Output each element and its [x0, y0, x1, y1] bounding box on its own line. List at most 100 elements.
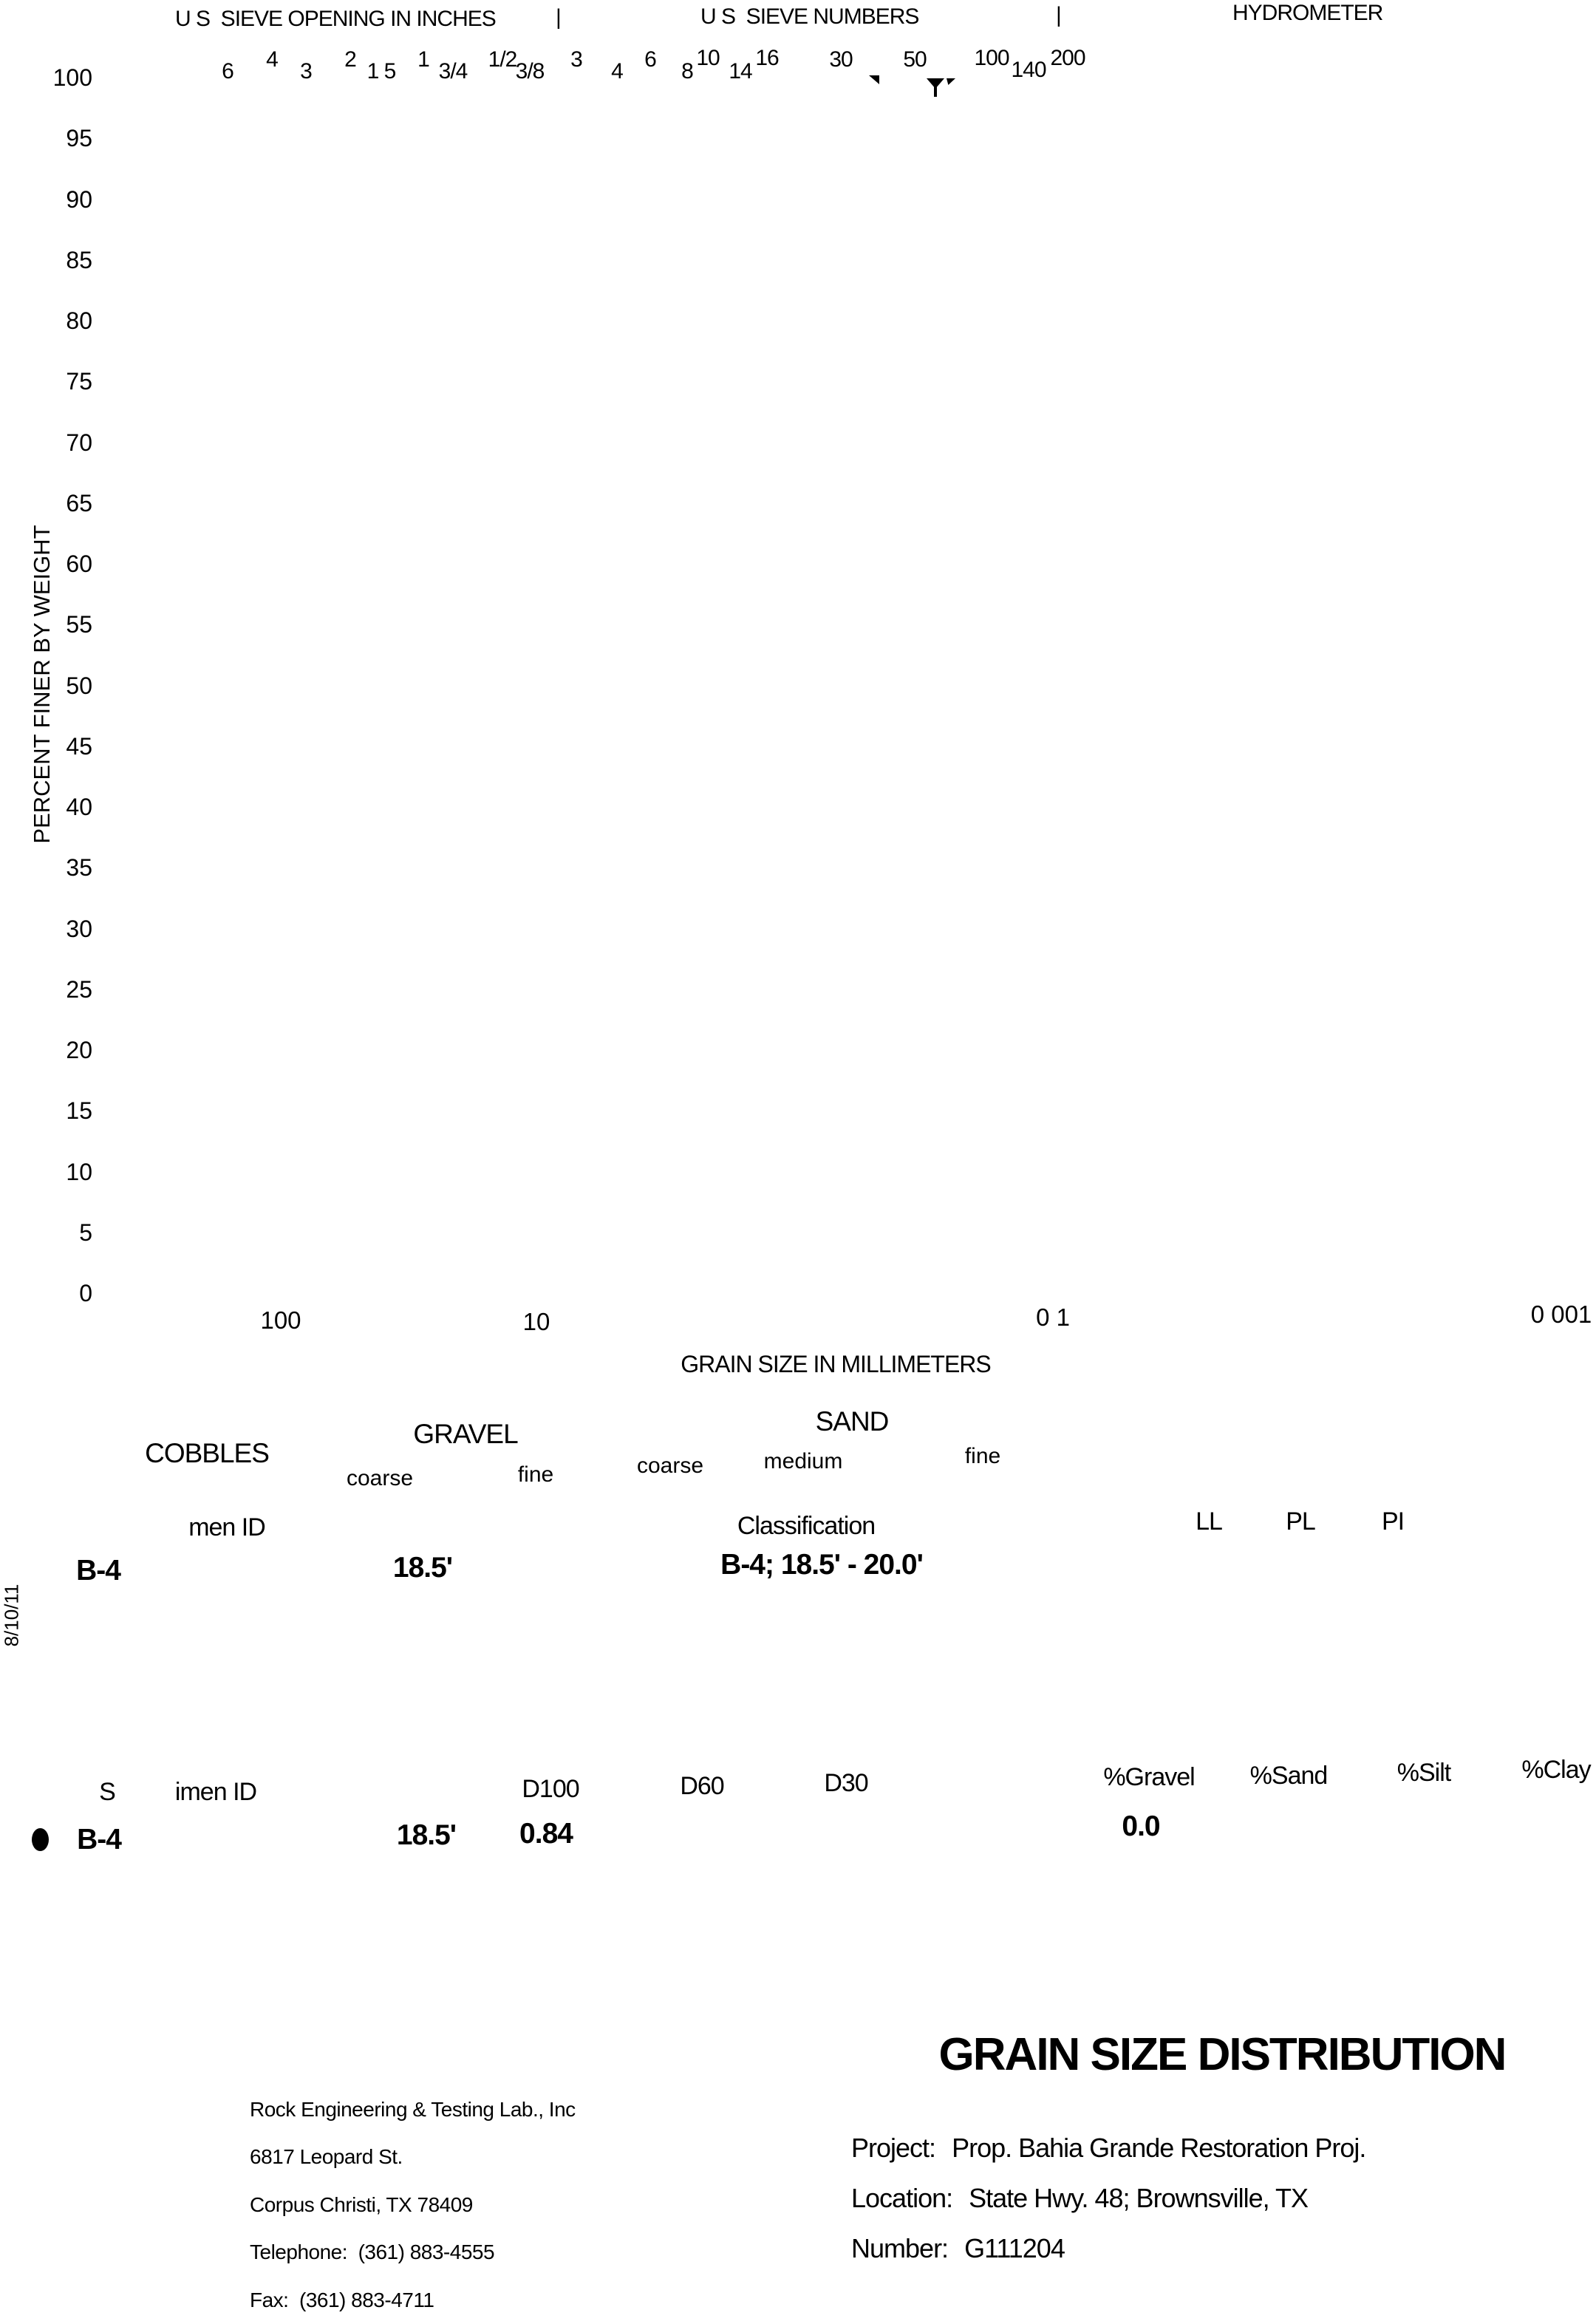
lab-fax: Fax: (361) 883-4711 [250, 2288, 434, 2311]
y-axis-tick: 15 [66, 1097, 92, 1125]
size-class-gravel: GRAVEL [413, 1419, 518, 1449]
size-class-sand: SAND [815, 1406, 890, 1437]
sample-table-header-specimen-id: men ID [188, 1513, 266, 1541]
sieve-size-label: 14 [729, 59, 752, 84]
sieve-size-label: 16 [755, 46, 779, 70]
y-axis-tick: 85 [66, 246, 92, 273]
lab-name: Rock Engineering & Testing Lab., Inc [250, 2097, 576, 2121]
location-label: Location: [851, 2182, 953, 2213]
lab-city: Corpus Christi, TX 78409 [250, 2192, 473, 2216]
x-axis-title: GRAIN SIZE IN MILLIMETERS [681, 1351, 992, 1377]
data-marker-fragment [934, 86, 937, 97]
x-axis-tick: 10 [522, 1308, 550, 1335]
y-axis-tick: 40 [66, 794, 92, 820]
sieve-size-label: 50 [903, 47, 927, 72]
size-class-cobbles: COBBLES [145, 1438, 270, 1468]
sample-row-specimen-id: B-4 [76, 1555, 121, 1587]
sieve-size-label: 3 [570, 47, 583, 72]
y-axis-tick: 45 [66, 732, 92, 760]
size-class-sand-coarse: coarse [636, 1454, 704, 1478]
size-class-gravel-coarse: coarse [346, 1466, 414, 1490]
y-axis-tick: 100 [52, 64, 92, 91]
sieve-size-label: 30 [829, 47, 853, 72]
top-axis-label-numbers: U S SIEVE NUMBERS [700, 4, 919, 29]
sieve-size-label: 6 [222, 59, 234, 84]
y-axis-tick: 30 [66, 915, 92, 942]
sample-table-header-classification: Classification [737, 1512, 876, 1540]
report-title: GRAIN SIZE DISTRIBUTION [938, 2029, 1507, 2080]
y-axis-tick: 5 [79, 1219, 92, 1246]
date-stamp: 8/10/11 [0, 1584, 23, 1647]
lab-address-block: Rock Engineering & Testing Lab., Inc 681… [250, 2073, 576, 2324]
gradation-row-d100: 0.84 [519, 1818, 573, 1850]
sieve-size-label: 8 [681, 59, 694, 84]
data-marker-fragment [947, 78, 955, 85]
gradation-header-gravel: %Gravel [1103, 1763, 1195, 1791]
gradation-row-specimen-id: B-4 [77, 1824, 122, 1856]
y-axis-tick: 10 [66, 1158, 92, 1185]
number-value: G111204 [964, 2232, 1065, 2263]
y-axis-title: PERCENT FINER BY WEIGHT [29, 525, 55, 844]
series-marker-bullet [32, 1828, 49, 1851]
top-axis-label-hydrometer: HYDROMETER [1232, 1, 1383, 25]
location-field: Location: State Hwy. 48; Brownsville, TX [838, 2156, 1309, 2213]
x-axis-tick: 0 001 [1530, 1301, 1592, 1328]
sieve-size-label: 1 [417, 47, 430, 72]
sieve-size-label: 1/2 [488, 47, 518, 72]
sieve-size-label: 100 [974, 46, 1009, 70]
size-class-sand-fine: fine [964, 1444, 1001, 1468]
sample-row-classification: B-4; 18.5' - 20.0' [720, 1549, 924, 1581]
sample-table-header-pl: PL [1286, 1507, 1316, 1536]
sieve-size-label: 3/4 [438, 59, 468, 84]
x-axis-tick: 0 1 [1036, 1304, 1070, 1331]
top-axis-separator: | [556, 5, 562, 30]
project-value: Prop. Bahia Grande Restoration Proj. [952, 2132, 1366, 2163]
gradation-header-d60: D60 [680, 1772, 724, 1800]
size-class-sand-medium: medium [763, 1449, 843, 1473]
gradation-header-specimen-id: imen ID [174, 1778, 257, 1806]
sample-table-header-pi: PI [1381, 1507, 1405, 1536]
project-label: Project: [851, 2132, 936, 2163]
top-axis-separator: | [1056, 3, 1062, 27]
y-axis-tick: 75 [66, 368, 92, 395]
number-field: Number: G111204 [838, 2207, 1065, 2263]
sample-table-header-ll: LL [1196, 1507, 1223, 1536]
y-axis-tick: 65 [66, 489, 92, 517]
sieve-size-label: 1 5 [366, 59, 397, 84]
location-value: State Hwy. 48; Brownsville, TX [969, 2182, 1309, 2213]
sieve-size-label: 6 [644, 47, 657, 72]
sieve-size-label: 2 [344, 47, 357, 72]
gradation-header-clay: %Clay [1521, 1756, 1591, 1784]
y-axis-tick: 90 [66, 185, 92, 213]
lab-street: 6817 Leopard St. [250, 2145, 403, 2169]
data-marker-fragment [869, 75, 879, 84]
gradation-header-silt: %Silt [1396, 1759, 1451, 1787]
sieve-size-label: 200 [1050, 46, 1085, 70]
y-axis-tick: 20 [66, 1037, 92, 1063]
y-axis-tick-labels: 100 95 90 85 80 75 70 65 60 55 50 45 40 … [0, 66, 92, 1305]
sample-row-depth: 18.5' [392, 1552, 453, 1584]
size-class-gravel-fine: fine [517, 1462, 554, 1487]
x-axis-tick: 100 [260, 1306, 301, 1334]
y-axis-tick: 80 [66, 307, 92, 334]
top-axis-label-inches: U S SIEVE OPENING IN INCHES [175, 7, 497, 31]
sieve-size-label: 4 [266, 47, 279, 72]
y-axis-tick: 0 [79, 1280, 92, 1306]
lab-telephone: Telephone: (361) 883-4555 [250, 2240, 495, 2264]
y-axis-tick: 95 [66, 125, 92, 152]
y-axis-tick: 25 [66, 975, 92, 1003]
number-label: Number: [851, 2232, 949, 2263]
gradation-header-sand: %Sand [1249, 1762, 1329, 1790]
y-axis-tick: 70 [66, 429, 92, 456]
gradation-row-gravel: 0.0 [1122, 1810, 1160, 1842]
sieve-size-label: 4 [611, 59, 624, 84]
gradation-header-d100: D100 [522, 1775, 579, 1803]
y-axis-tick: 55 [66, 611, 92, 638]
sieve-size-label: 140 [1011, 58, 1046, 82]
gradation-row-depth: 18.5' [396, 1819, 457, 1851]
gradation-header-d30: D30 [824, 1769, 868, 1797]
gradation-header-s-fragment: S [99, 1778, 116, 1806]
sieve-size-label: 10 [696, 46, 720, 70]
sieve-size-label: 3 [300, 59, 313, 84]
